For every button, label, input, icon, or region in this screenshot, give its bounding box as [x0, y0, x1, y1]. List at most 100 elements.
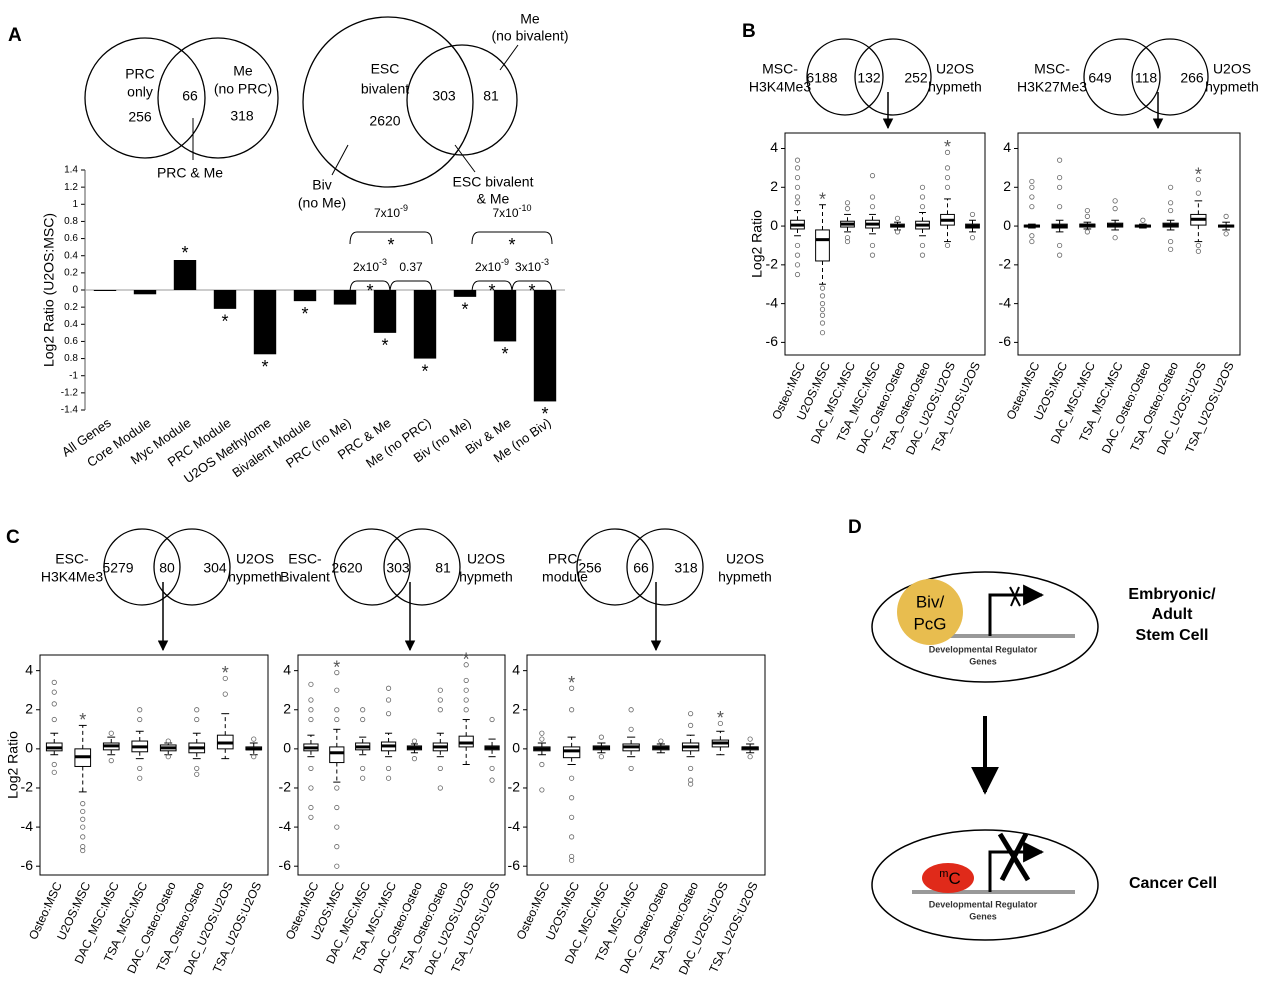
venn-circle	[1083, 38, 1161, 116]
outlier	[1112, 235, 1118, 241]
outlier	[919, 184, 926, 190]
significance-star: *	[501, 344, 508, 364]
outlier	[489, 765, 495, 772]
outlier	[51, 769, 57, 775]
outlier	[51, 761, 57, 768]
outlier	[569, 853, 575, 860]
outlier	[1029, 184, 1035, 190]
outlier	[794, 194, 801, 200]
outlier	[1112, 206, 1118, 212]
outlier	[437, 687, 443, 693]
y-tick-label: 1.4	[64, 165, 78, 176]
outlier	[1168, 184, 1174, 190]
outlier	[869, 204, 876, 210]
y-axis-label: Log2 Ratio	[5, 731, 21, 799]
outlier	[819, 306, 826, 313]
venn-count: 256	[578, 560, 602, 576]
panel-label: C	[6, 527, 20, 548]
factor-label: Biv/	[916, 592, 945, 611]
outlier	[1029, 204, 1035, 210]
venn-count: 132	[857, 70, 881, 86]
venn-count: 81	[435, 560, 451, 576]
outlier	[688, 781, 694, 787]
box	[815, 229, 830, 262]
venn-circle	[84, 37, 206, 159]
outlier	[194, 771, 200, 777]
outlier	[360, 775, 366, 781]
y-tick-label: 0.8	[64, 353, 78, 364]
y-tick-label: -1.2	[61, 387, 79, 398]
p-value-exponent: -3	[379, 257, 387, 267]
outlier	[360, 707, 366, 713]
p-value-exponent: -10	[519, 203, 532, 213]
y-tick-label: -4	[999, 294, 1012, 310]
y-tick-label: 2	[770, 178, 778, 194]
bar	[173, 260, 197, 290]
y-tick-label: -4	[21, 818, 34, 834]
bar	[133, 290, 157, 295]
venn-set-label: (no PRC)	[214, 81, 272, 97]
outlier	[794, 262, 801, 268]
significance-star: *	[541, 404, 548, 424]
outlier	[794, 271, 801, 278]
outlier	[539, 736, 545, 742]
cell-label: Embryonic/	[1128, 586, 1216, 603]
p-value: 2x10-9	[475, 257, 509, 274]
bar	[493, 290, 517, 342]
y-tick-label: -6	[508, 857, 521, 873]
y-tick-label: -6	[766, 333, 779, 349]
p-value-exponent: -9	[400, 203, 408, 213]
outlier	[688, 765, 694, 772]
venn-set-label: hypmeth	[1205, 79, 1259, 95]
outlier	[1029, 194, 1035, 200]
venn-set-label: bivalent	[361, 81, 409, 97]
venn-count: 318	[674, 560, 698, 576]
venn-count: 2620	[331, 560, 362, 576]
outlier	[794, 165, 801, 171]
outlier	[894, 215, 901, 221]
comparison-star: *	[528, 281, 535, 301]
significance-star: *	[568, 673, 575, 693]
venn-count: 649	[1088, 70, 1112, 86]
outlier	[385, 685, 392, 691]
venn-callout: ESC bivalent	[453, 174, 534, 190]
y-tick-label: 2	[283, 700, 291, 716]
y-tick-label: -2	[999, 256, 1012, 272]
plot-frame	[1017, 132, 1241, 356]
outlier	[1057, 157, 1063, 163]
outlier	[385, 697, 392, 703]
outlier	[944, 174, 951, 181]
outlier	[437, 707, 443, 713]
y-tick-label: 4	[283, 661, 291, 677]
outlier	[489, 716, 495, 723]
outlier	[489, 777, 495, 783]
y-tick-label: 2	[25, 700, 33, 716]
outlier	[80, 847, 86, 854]
comparison-bracket	[389, 280, 433, 294]
outlier	[1195, 176, 1201, 183]
outlier	[80, 801, 86, 807]
venn-set-label: hypmeth	[718, 569, 772, 585]
venn-set-label: H3K4Me3	[41, 569, 103, 585]
outlier	[108, 757, 114, 764]
outlier	[194, 765, 200, 772]
outlier	[222, 691, 228, 697]
outlier	[794, 157, 801, 163]
gene-label: Genes	[969, 656, 997, 666]
bar	[533, 290, 557, 402]
outlier	[894, 229, 901, 235]
y-tick-label: -2	[766, 256, 779, 272]
outlier	[1168, 238, 1174, 245]
venn-circle	[576, 528, 654, 606]
venn-count: 66	[633, 560, 649, 576]
venn-circle	[854, 38, 932, 116]
outlier	[1195, 242, 1201, 249]
outlier	[80, 824, 86, 830]
outlier	[1168, 200, 1174, 206]
outlier	[688, 722, 694, 729]
outlier	[819, 312, 826, 318]
venn-set-label: Me	[520, 11, 540, 27]
cell-label: Cancer Cell	[1129, 875, 1217, 892]
cell-label: Stem Cell	[1136, 627, 1209, 644]
block-mark	[999, 832, 1029, 882]
